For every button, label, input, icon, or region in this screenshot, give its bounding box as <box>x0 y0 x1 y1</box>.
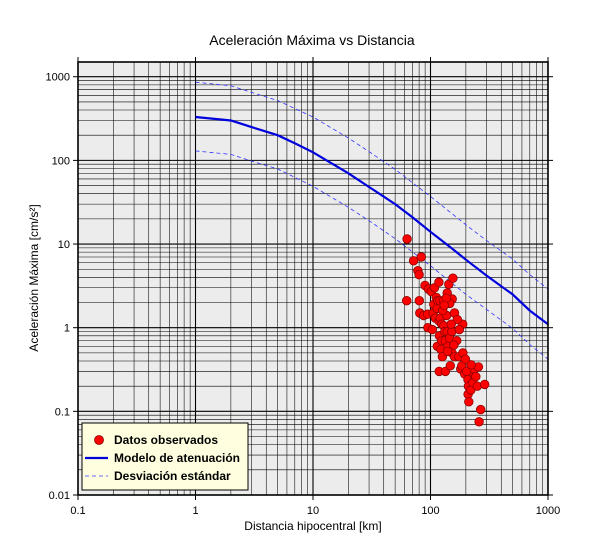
data-point <box>449 340 459 350</box>
data-point <box>427 324 438 335</box>
data-point <box>434 277 444 287</box>
data-point <box>480 379 490 390</box>
data-point <box>476 404 486 415</box>
data-point <box>408 256 419 266</box>
data-point <box>454 324 465 335</box>
data-point <box>466 360 476 370</box>
y-tick-label: 10 <box>58 239 70 251</box>
attenuation-model-line <box>195 115 548 326</box>
legend: Datos observados Modelo de atenuación De… <box>81 422 249 491</box>
data-point <box>464 397 474 407</box>
y-axis-label: Aceleración Máxima [cm/s²] <box>27 204 41 351</box>
data-point <box>402 234 412 244</box>
data-point <box>460 354 471 364</box>
data-point <box>414 296 425 306</box>
x-tick-label: 100 <box>421 505 439 517</box>
data-point <box>446 319 456 329</box>
x-tick-label: 1 <box>192 505 198 517</box>
y-tick-label: 100 <box>52 155 70 167</box>
grid-lines <box>78 62 548 495</box>
legend-label-model: Modelo de atenuación <box>114 451 240 465</box>
deviation-upper-line <box>195 81 548 290</box>
data-point <box>416 252 427 262</box>
legend-label-deviation: Desviación estándar <box>114 469 231 483</box>
data-point <box>439 300 450 311</box>
x-tick-label: 1000 <box>536 505 560 517</box>
chart-title: Aceleración Máxima vs Distancia <box>209 32 415 48</box>
y-tick-label: 1000 <box>46 72 70 84</box>
data-point <box>445 361 456 371</box>
legend-marker-observed <box>94 435 104 445</box>
legend-label-observed: Datos observados <box>114 433 218 447</box>
x-tick-label: 10 <box>307 505 319 517</box>
y-tick-label: 0.01 <box>49 490 70 502</box>
y-tick-label: 0.1 <box>55 406 70 418</box>
x-axis-label: Distancia hipocentral [km] <box>244 519 381 533</box>
legend-box <box>81 422 249 491</box>
data-point <box>474 417 484 427</box>
data-point <box>448 273 458 283</box>
data-point <box>471 371 481 382</box>
y-tick-label: 1 <box>64 323 70 335</box>
x-tick-label: 0.1 <box>70 505 85 517</box>
data-point <box>414 270 424 280</box>
data-point <box>443 346 453 357</box>
deviation-lower-line <box>195 150 548 360</box>
data-point <box>402 296 412 306</box>
